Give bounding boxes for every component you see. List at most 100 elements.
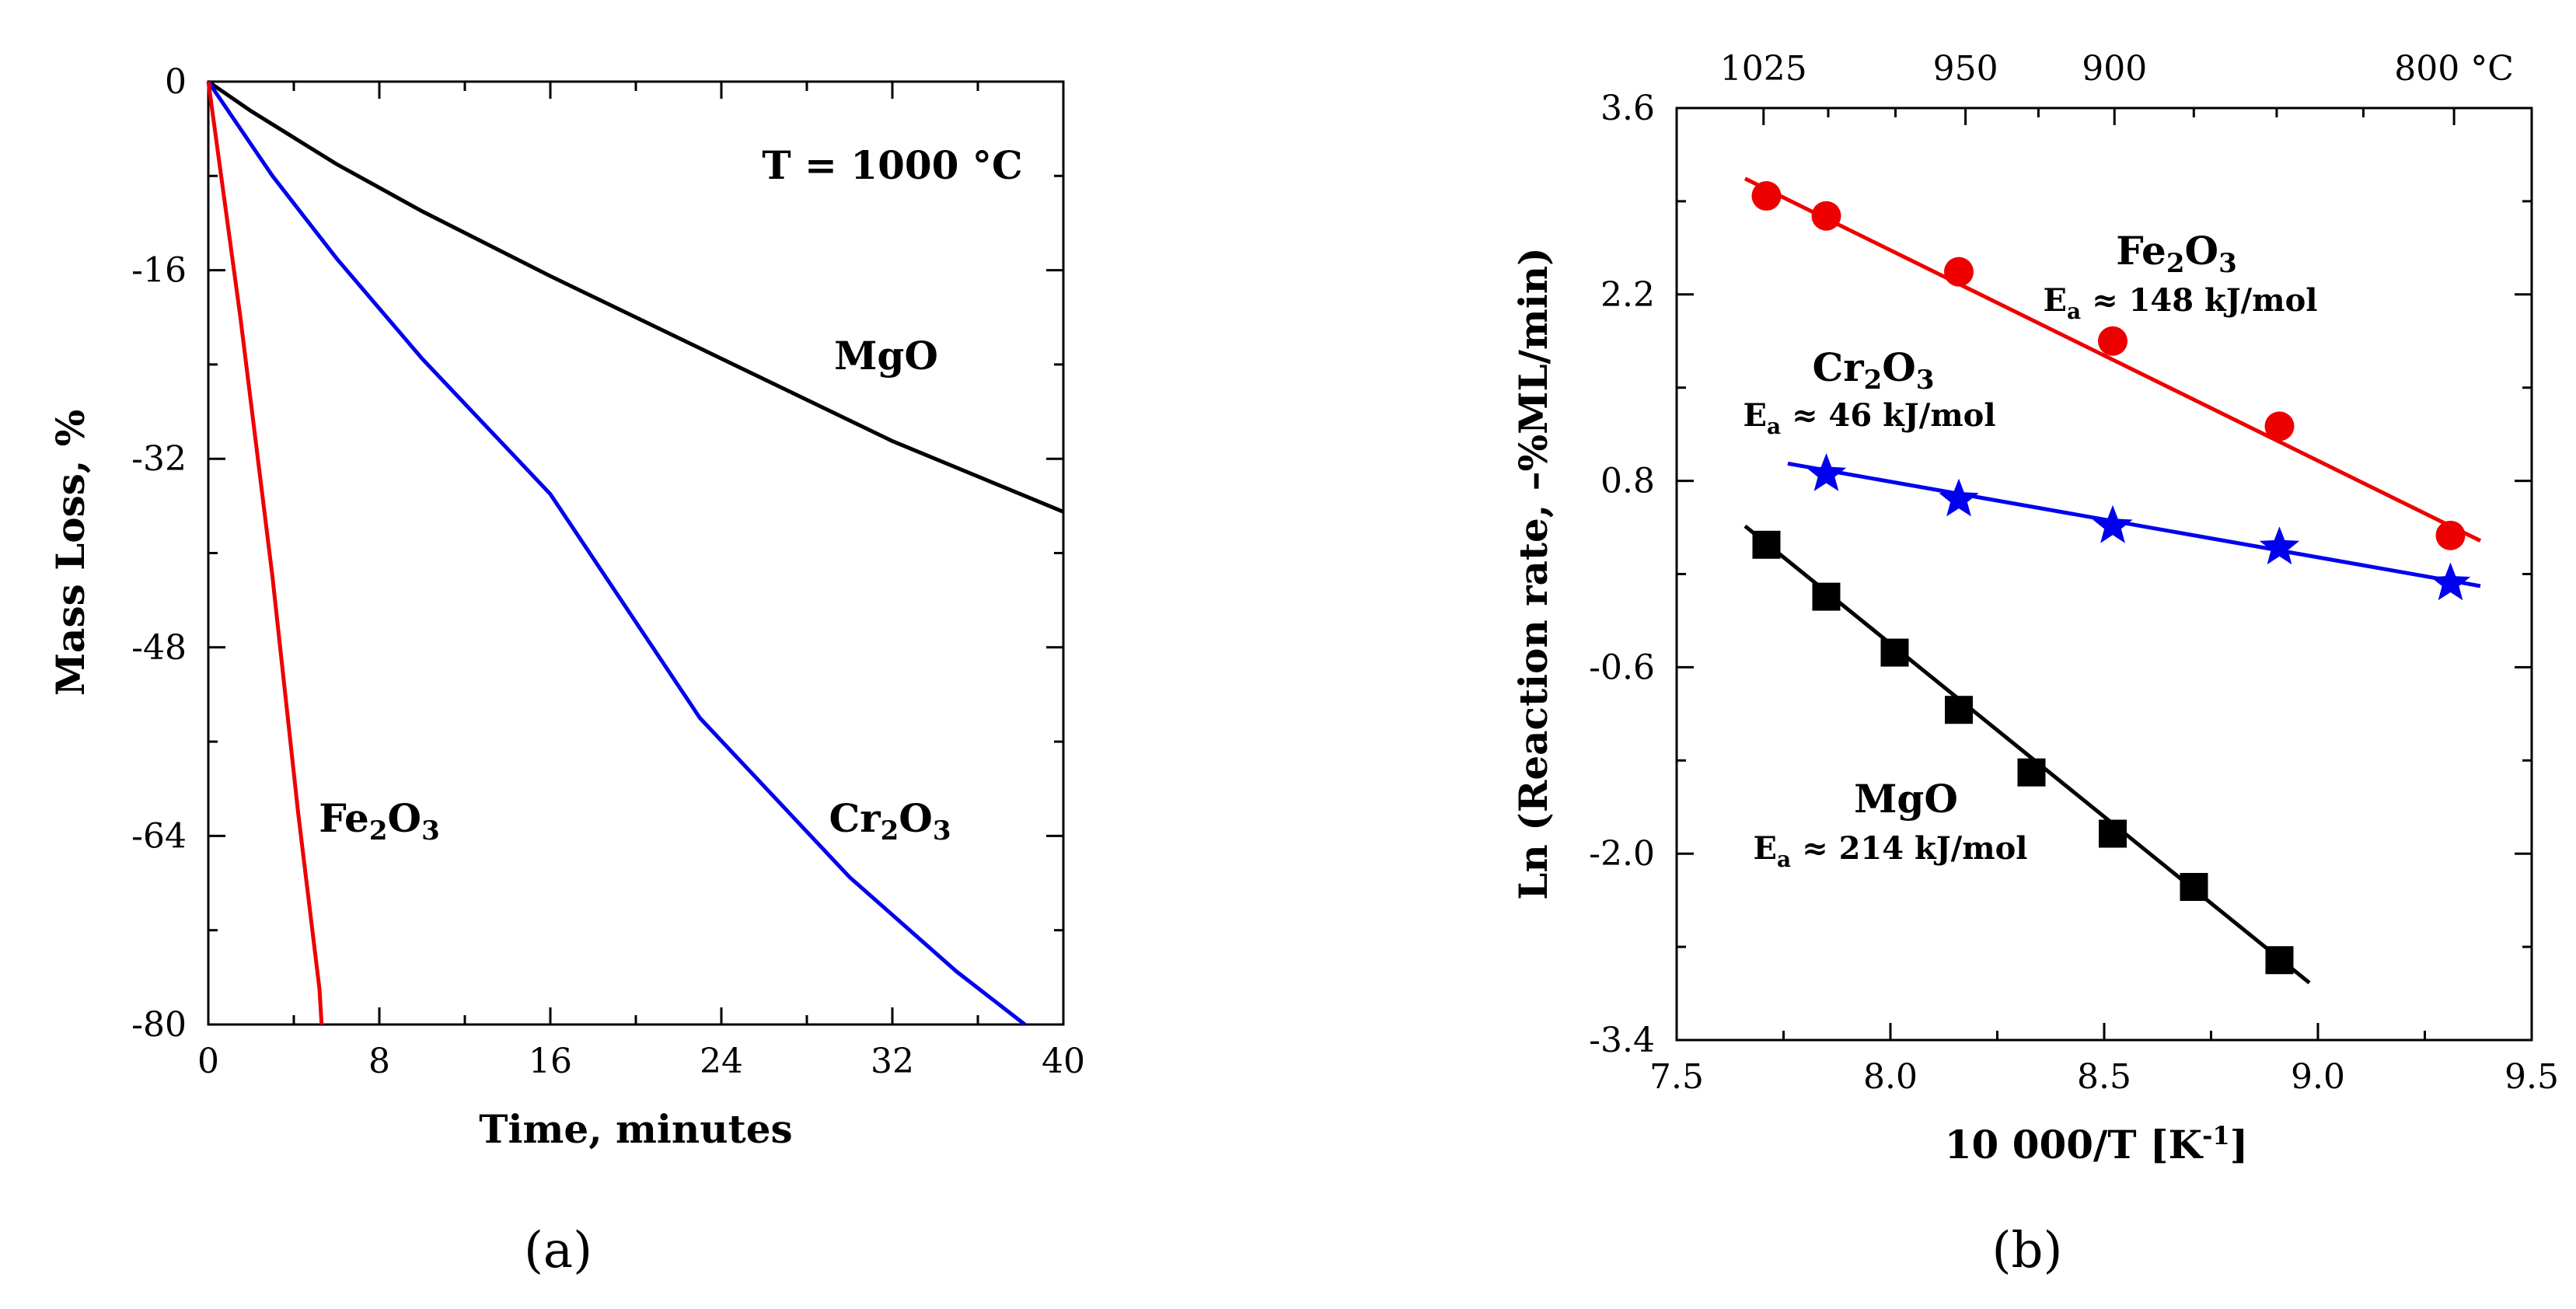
a-label-fe2o3-sub2: 3 [421,815,440,846]
y-tick-label-48: -48 [131,628,187,668]
b-ea-mgo-e: E [1754,830,1778,867]
data-point-fe2o3-0 [1751,181,1782,211]
data-point-fe2o3-5 [2435,520,2466,550]
b-y-tick-label-2-2: 2.2 [1600,275,1655,315]
b-label-cr2o3-sub2: 3 [1916,365,1935,396]
a-label-cr2o3-tail: O [899,795,933,841]
a-label-cr2o3-main: Cr [829,795,881,841]
b-label-cr2o3-main: Cr [1812,344,1864,390]
data-point-cr2o3-3 [2259,526,2300,565]
panel-a-series [206,79,1064,1026]
b-x-tick-label-7-5: 7.5 [1649,1057,1704,1097]
data-point-fe2o3-4 [2264,411,2295,442]
b-ea-cr2o3-value: ≈ 46 kJ/mol [1781,397,1995,434]
fit-line-fe2o3 [1744,176,2482,543]
data-point-fe2o3-2 [1944,257,1974,287]
panel-b-chart: 7.5 8.0 8.5 9.0 9.5 3.6 2.2 0.8 -0.6 -2.0 -3.4 1025… [1510,49,2559,1279]
series-label-fe2o3-b: Fe2O3 [2116,228,2236,279]
b-y-tick-label-0-6: -0.6 [1589,648,1655,687]
series-label-cr2o3-a: Cr2O3 [829,795,951,846]
activation-energy-fe2o3: Ea ≈ 148 kJ/mol [2044,282,2318,324]
series-label-cr2o3-b: Cr2O3 [1812,344,1934,396]
data-point-mgo-2 [1880,638,1909,667]
panel-b-y-axis-title: Ln (Reaction rate, –%ML/min) [1510,247,1556,900]
series-line-mgo-a [207,79,1064,514]
a-label-cr2o3-sub: 2 [881,815,899,846]
b-ea-cr2o3-e: E [1743,397,1767,434]
a-label-mgo-main: MgO [834,333,938,379]
y-tick-label-0: 0 [165,62,187,102]
panel-b-x-axis-title: 10 000/T [K-1] [1945,1121,2249,1168]
b-x-tick-label-8-5: 8.5 [2077,1057,2131,1097]
panel-a-frame [207,80,1065,1026]
top-axis-label-1025: 1025 [1720,49,1807,89]
panel-a-label: (a) [524,1222,592,1279]
fit-line-cr2o3 [1787,461,2481,588]
b-label-fe2o3-sub: 2 [2166,248,2185,279]
b-label-mgo-main: MgO [1854,776,1958,822]
panel-a-y-axis-title: Mass Loss, % [47,410,93,696]
activation-energy-mgo: Ea ≈ 214 kJ/mol [1754,830,2028,872]
data-point-cr2o3-4 [2430,562,2471,601]
x-tick-label-32: 32 [871,1042,914,1081]
data-point-cr2o3-1 [1939,478,1979,517]
data-point-mgo-1 [1812,582,1841,611]
b-xlabel-main: 10 000/T [K [1945,1122,2204,1168]
b-ea-fe2o3-e: E [2044,282,2068,319]
data-point-cr2o3-0 [1806,453,1847,491]
b-label-cr2o3-sub: 2 [1864,365,1883,396]
panel-a-ticks: 0 8 16 24 32 400-16-32-48-64-80 [131,62,1085,1081]
panel-a-title: T = 1000 °C [762,142,1022,188]
b-ea-cr2o3-sub: a [1767,414,1781,439]
top-axis-label-950: 950 [1933,49,1998,89]
b-xlabel-end: ] [2230,1122,2249,1168]
data-point-mgo-5 [2099,819,2127,848]
b-y-tick-label-3-4: -3.4 [1589,1021,1655,1060]
top-axis-label-900: 900 [2082,49,2147,89]
panel-a-x-axis-title: Time, minutes [479,1106,792,1152]
x-tick-label-40: 40 [1042,1042,1085,1081]
b-label-fe2o3-tail: O [2185,228,2219,274]
x-tick-label-16: 16 [529,1042,572,1081]
data-point-mgo-7 [2265,946,2294,975]
x-tick-label-8: 8 [368,1042,390,1081]
series-label-fe2o3-a: Fe2O3 [319,795,439,846]
data-point-cr2o3-2 [2093,504,2133,543]
b-ea-mgo-sub: a [1777,846,1791,872]
data-point-fe2o3-1 [1811,201,1841,231]
b-label-fe2o3-sub2: 3 [2218,248,2237,279]
panel-b-label: (b) [1992,1222,2063,1279]
series-line-fe2o3-a [206,81,324,1025]
b-label-cr2o3-tail: O [1882,344,1916,390]
b-ea-mgo-value: ≈ 214 kJ/mol [1791,830,2027,867]
panel-a-chart: 0 8 16 24 32 400-16-32-48-64-80 T = 1000 °C M… [47,62,1085,1279]
b-xlabel-sup: -1 [2202,1121,2230,1150]
b-y-tick-label-3-6: 3.6 [1600,89,1655,128]
activation-energy-cr2o3: Ea ≈ 46 kJ/mol [1743,397,1995,439]
data-point-mgo-0 [1752,530,1781,559]
b-x-tick-label-9-0: 9.0 [2291,1057,2345,1097]
y-tick-label-16: -16 [131,251,187,291]
series-label-mgo-a: MgO [834,333,938,379]
data-point-mgo-4 [2017,758,2046,787]
data-point-mgo-6 [2180,873,2208,902]
top-axis-label-800: 800 °C [2394,49,2514,89]
panel-b-ticks: 7.5 8.0 8.5 9.0 9.5 3.6 2.2 0.8 -0.6 -2.0 -3.4 1025… [1589,49,2559,1097]
b-x-tick-label-8-0: 8.0 [1863,1057,1918,1097]
series-line-cr2o3-a [206,80,1027,1026]
b-y-tick-label-2-0: -2.0 [1589,834,1655,874]
series-label-mgo-b: MgO [1854,776,1958,822]
a-label-cr2o3-sub2: 3 [933,815,951,846]
panel-b-series [1744,176,2482,985]
y-tick-label-32: -32 [131,439,187,479]
b-label-fe2o3-main: Fe [2116,228,2166,274]
y-tick-label-80: -80 [131,1005,187,1045]
b-ea-fe2o3-value: ≈ 148 kJ/mol [2081,282,2317,319]
y-tick-label-64: -64 [131,816,187,856]
b-x-tick-label-9-5: 9.5 [2504,1057,2559,1097]
b-ea-fe2o3-sub: a [2067,298,2081,324]
b-y-tick-label-0-8: 0.8 [1600,462,1655,501]
data-point-mgo-3 [1945,696,1973,724]
x-tick-label-0: 0 [197,1042,219,1081]
